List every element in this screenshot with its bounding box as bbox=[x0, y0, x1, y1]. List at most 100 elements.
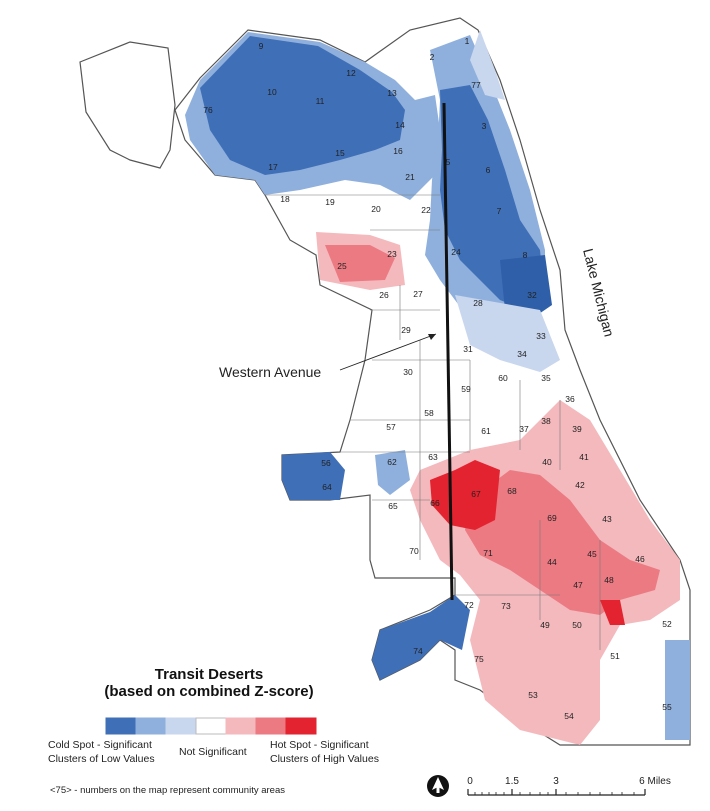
community-area-number-56: 56 bbox=[321, 458, 331, 468]
community-area-number-75: 75 bbox=[474, 654, 484, 664]
community-area-number-30: 30 bbox=[403, 367, 413, 377]
community-area-number-54: 54 bbox=[564, 711, 574, 721]
western-avenue-line bbox=[442, 102, 454, 601]
community-area-number-21: 21 bbox=[405, 172, 415, 182]
community-area-number-77: 77 bbox=[471, 80, 481, 90]
community-area-number-68: 68 bbox=[507, 486, 517, 496]
community-area-number-34: 34 bbox=[517, 349, 527, 359]
legend-hot-label-line2: Clusters of High Values bbox=[270, 753, 379, 765]
legend-swatch bbox=[285, 717, 317, 735]
community-area-number-72: 72 bbox=[464, 600, 474, 610]
community-area-number-41: 41 bbox=[579, 452, 589, 462]
hot-spot-clusters bbox=[316, 232, 680, 745]
community-area-number-63: 63 bbox=[428, 452, 438, 462]
community-area-number-39: 39 bbox=[572, 424, 582, 434]
community-area-number-19: 19 bbox=[325, 197, 335, 207]
community-area-number-29: 29 bbox=[401, 325, 411, 335]
cold-spot-clusters bbox=[185, 30, 690, 740]
western-avenue-callout: Western Avenue bbox=[219, 333, 437, 380]
legend-title: Transit Deserts bbox=[155, 666, 263, 683]
community-area-number-6: 6 bbox=[486, 165, 491, 175]
community-area-number-20: 20 bbox=[371, 204, 381, 214]
community-area-number-49: 49 bbox=[540, 620, 550, 630]
legend-swatch bbox=[165, 717, 197, 735]
community-area-number-35: 35 bbox=[541, 373, 551, 383]
community-area-number-64: 64 bbox=[322, 482, 332, 492]
lake-michigan-label: Lake Michigan bbox=[580, 247, 617, 338]
legend-swatch bbox=[135, 717, 167, 735]
legend: Transit Deserts (based on combined Z-sco… bbox=[48, 666, 379, 796]
community-area-number-42: 42 bbox=[575, 480, 585, 490]
community-area-number-36: 36 bbox=[565, 394, 575, 404]
community-area-number-76: 76 bbox=[203, 105, 213, 115]
community-area-number-46: 46 bbox=[635, 554, 645, 564]
community-area-number-2: 2 bbox=[430, 52, 435, 62]
community-area-number-50: 50 bbox=[572, 620, 582, 630]
community-area-number-32: 32 bbox=[527, 290, 537, 300]
community-area-number-12: 12 bbox=[346, 68, 356, 78]
legend-swatch bbox=[225, 717, 257, 735]
community-area-number-47: 47 bbox=[573, 580, 583, 590]
legend-not-significant-label: Not Significant bbox=[179, 746, 247, 758]
community-area-number-62: 62 bbox=[387, 457, 397, 467]
community-area-number-15: 15 bbox=[335, 148, 345, 158]
western-avenue-label: Western Avenue bbox=[219, 364, 321, 380]
community-area-number-58: 58 bbox=[424, 408, 434, 418]
community-area-number-7: 7 bbox=[497, 206, 502, 216]
community-area-number-69: 69 bbox=[547, 513, 557, 523]
community-area-number-55: 55 bbox=[662, 702, 672, 712]
legend-cold-label-line1: Cold Spot - Significant bbox=[48, 739, 152, 751]
community-area-number-13: 13 bbox=[387, 88, 397, 98]
scale-tick-1: 1.5 bbox=[505, 776, 519, 787]
community-area-number-27: 27 bbox=[413, 289, 423, 299]
community-area-number-57: 57 bbox=[386, 422, 396, 432]
community-area-number-59: 59 bbox=[461, 384, 471, 394]
community-area-number-52: 52 bbox=[662, 619, 672, 629]
community-area-number-3: 3 bbox=[482, 121, 487, 131]
community-area-number-66: 66 bbox=[430, 498, 440, 508]
community-area-number-45: 45 bbox=[587, 549, 597, 559]
community-area-number-11: 11 bbox=[316, 96, 325, 106]
community-area-number-8: 8 bbox=[523, 250, 528, 260]
legend-cold-label-line2: Clusters of Low Values bbox=[48, 753, 155, 765]
community-area-number-26: 26 bbox=[379, 290, 389, 300]
community-area-number-16: 16 bbox=[393, 146, 403, 156]
community-area-number-1: 1 bbox=[465, 36, 470, 46]
community-area-number-61: 61 bbox=[481, 426, 491, 436]
community-area-number-28: 28 bbox=[473, 298, 483, 308]
legend-swatch-bar bbox=[105, 717, 317, 735]
community-area-number-51: 51 bbox=[610, 651, 620, 661]
legend-footnote: <75> - numbers on the map represent comm… bbox=[50, 785, 285, 796]
community-area-number-23: 23 bbox=[387, 249, 397, 259]
community-area-number-53: 53 bbox=[528, 690, 538, 700]
community-area-number-17: 17 bbox=[268, 162, 278, 172]
legend-subtitle: (based on combined Z-score) bbox=[104, 683, 313, 700]
legend-swatch bbox=[255, 717, 287, 735]
scale-tick-2: 3 bbox=[553, 776, 559, 787]
community-area-number-60: 60 bbox=[498, 373, 508, 383]
community-area-number-70: 70 bbox=[409, 546, 419, 556]
community-area-number-31: 31 bbox=[463, 344, 473, 354]
community-area-number-40: 40 bbox=[542, 457, 552, 467]
community-area-number-18: 18 bbox=[280, 194, 290, 204]
community-area-number-14: 14 bbox=[395, 120, 405, 130]
community-area-number-25: 25 bbox=[337, 261, 347, 271]
scale-bar: 0 1.5 3 6 Miles bbox=[467, 776, 671, 796]
community-area-number-10: 10 bbox=[267, 87, 277, 97]
legend-swatch bbox=[195, 717, 227, 735]
community-area-number-24: 24 bbox=[451, 247, 461, 257]
legend-hot-label-line1: Hot Spot - Significant bbox=[270, 739, 369, 751]
community-area-number-65: 65 bbox=[388, 501, 398, 511]
community-area-number-38: 38 bbox=[541, 416, 551, 426]
community-area-number-37: 37 bbox=[519, 424, 529, 434]
scale-tick-3: 6 Miles bbox=[639, 776, 671, 787]
scale-tick-0: 0 bbox=[467, 776, 473, 787]
community-area-number-67: 67 bbox=[471, 489, 481, 499]
community-area-number-33: 33 bbox=[536, 331, 546, 341]
community-area-number-44: 44 bbox=[547, 557, 557, 567]
community-area-number-73: 73 bbox=[501, 601, 511, 611]
community-area-number-5: 5 bbox=[446, 157, 451, 167]
community-area-number-43: 43 bbox=[602, 514, 612, 524]
